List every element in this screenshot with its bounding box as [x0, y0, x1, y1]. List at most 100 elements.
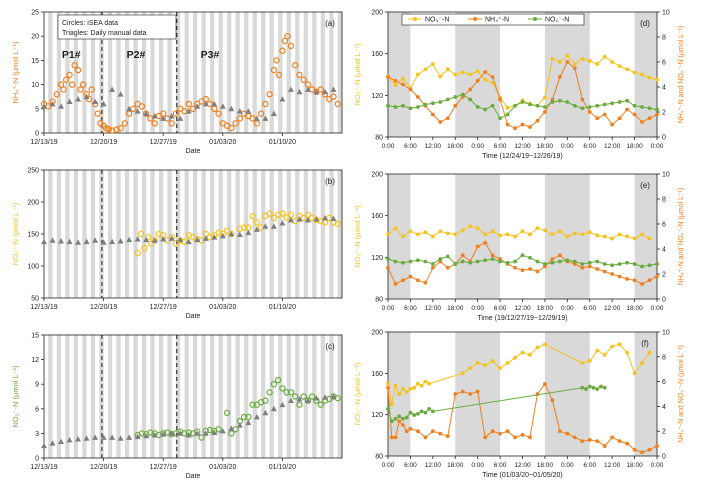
series-point [528, 267, 532, 271]
isea-circle-point [330, 93, 337, 100]
manual-triangle-point [304, 86, 311, 92]
night-stripe [193, 12, 198, 133]
series-point [415, 278, 420, 283]
series-point [647, 116, 652, 121]
isea-circle-point [57, 81, 65, 88]
series-point [423, 379, 428, 384]
series-point [475, 389, 480, 394]
series-point [632, 371, 637, 376]
series-point [610, 272, 615, 276]
y-tick-label: 25 [31, 10, 39, 17]
series-point [430, 429, 435, 434]
series-point [453, 103, 458, 108]
series-point [610, 236, 615, 241]
night-stripe [116, 12, 121, 133]
night-stripe [56, 335, 62, 458]
night-stripe [99, 12, 104, 133]
x-tick-label: 0:00 [561, 143, 574, 150]
series-point [632, 103, 637, 108]
series-point [580, 97, 585, 102]
night-stripe [82, 170, 87, 298]
series-point [438, 431, 443, 436]
series-point [602, 385, 607, 390]
x-axis-label: Time (01/03/20~01/05/20) [482, 472, 563, 479]
series-point [408, 259, 413, 264]
manual-triangle-point [143, 432, 150, 439]
series-point [550, 100, 555, 104]
y-tick-label-right: 6 [662, 222, 666, 229]
night-stripe [167, 170, 172, 298]
y-tick-label: 5 [35, 106, 39, 113]
isea-circle-point [172, 110, 180, 117]
series-point [513, 234, 517, 239]
x-tick-label: 6:00 [494, 462, 507, 469]
series-point [423, 67, 428, 72]
night-shade [544, 12, 590, 137]
manual-triangle-point [160, 115, 167, 121]
series-point [423, 435, 428, 440]
series-point [401, 416, 405, 421]
manual-triangle-point [321, 394, 328, 400]
series-point [640, 232, 644, 237]
manual-triangle-point [75, 96, 82, 102]
legend-swatch-marker [413, 17, 417, 21]
series-point [453, 95, 458, 99]
manual-triangle-point [321, 88, 328, 95]
series-point [647, 278, 652, 283]
y-tick-label-right: 2 [662, 429, 666, 436]
night-shade [388, 12, 411, 137]
y-tick-label-right: 4 [662, 247, 666, 254]
manual-triangle-point [279, 96, 286, 102]
night-stripe [201, 12, 206, 133]
night-stripe [286, 170, 291, 298]
isea-circle-point [291, 62, 299, 69]
manual-triangle-point [83, 93, 90, 100]
series-point [610, 60, 615, 64]
series-point [528, 352, 532, 357]
night-shade [455, 12, 501, 137]
series-point [617, 100, 622, 104]
y-tick-label-left: 80 [375, 135, 383, 142]
series-point [438, 120, 443, 124]
series-point [505, 260, 510, 265]
series-point [647, 263, 652, 268]
x-tick-label: 0:00 [651, 143, 664, 150]
series-point [397, 414, 402, 419]
manual-triangle-point [75, 436, 82, 442]
isea-circle-point [88, 86, 95, 93]
manual-triangle-point [100, 239, 107, 245]
y-tick-label: 9 [35, 382, 39, 389]
isea-circle-point [317, 401, 324, 408]
series-point [498, 97, 502, 102]
series-point [602, 269, 607, 274]
isea-circle-point [274, 211, 282, 218]
manual-triangle-point [296, 216, 303, 222]
series-point [393, 435, 398, 440]
night-shade [388, 174, 411, 299]
isea-circle-point [215, 426, 222, 433]
night-stripe [133, 170, 138, 298]
night-stripe [175, 170, 181, 298]
x-tick-label: 6:00 [494, 143, 507, 150]
legend-entry: NH₄⁺-N [485, 17, 509, 24]
night-stripe [48, 335, 53, 458]
isea-circle-point [287, 42, 295, 50]
series-point [404, 429, 409, 434]
series-point [401, 386, 405, 391]
night-stripe [73, 170, 79, 298]
y-tick-label: 20 [31, 34, 39, 41]
series-point [401, 103, 405, 108]
series-point [587, 110, 592, 114]
night-stripe [73, 335, 79, 458]
x-tick-label: 0:00 [651, 305, 664, 312]
night-stripe [48, 170, 53, 298]
night-stripe [65, 12, 70, 133]
manual-triangle-point [211, 234, 218, 240]
manual-triangle-point [211, 100, 218, 107]
manual-triangle-point [236, 422, 243, 428]
x-tick-label: 12/13/19 [30, 139, 57, 146]
series-point [386, 385, 390, 390]
series-point [438, 229, 443, 234]
series-point [565, 53, 570, 58]
isea-circle-point [240, 224, 248, 231]
